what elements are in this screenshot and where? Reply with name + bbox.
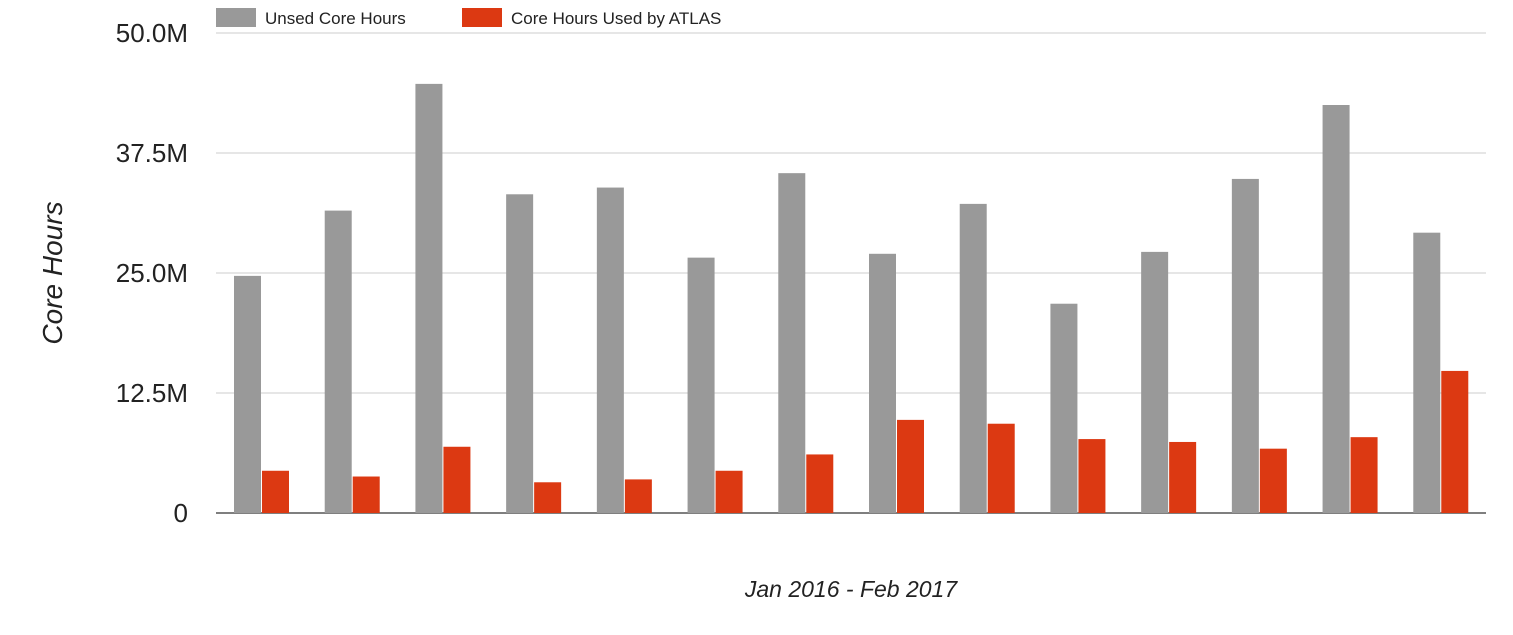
gridlines bbox=[216, 32, 1486, 514]
y-axis-ticks: 0 12.5M 25.0M 37.5M 50.0M bbox=[116, 18, 188, 528]
bar-unused-core-hours bbox=[234, 275, 261, 513]
bar-unused-core-hours bbox=[1050, 303, 1078, 513]
bar-atlas-core-hours bbox=[534, 482, 562, 513]
y-tick-label: 37.5M bbox=[116, 138, 188, 168]
bar-atlas-core-hours bbox=[624, 479, 652, 513]
bar-unused-core-hours bbox=[1231, 178, 1259, 514]
bar-atlas-core-hours bbox=[987, 423, 1015, 513]
bar-unused-core-hours bbox=[869, 253, 896, 514]
bar-atlas-core-hours bbox=[715, 470, 743, 513]
legend-label: Core Hours Used by ATLAS bbox=[511, 9, 721, 28]
bar-atlas-core-hours bbox=[443, 446, 471, 513]
legend-label: Unsed Core Hours bbox=[265, 9, 406, 28]
y-tick-label: 0 bbox=[174, 498, 188, 528]
bar-unused-core-hours bbox=[415, 83, 443, 513]
bar-atlas-core-hours bbox=[806, 454, 834, 513]
x-axis-title: Jan 2016 - Feb 2017 bbox=[744, 576, 958, 602]
bar-unused-core-hours bbox=[778, 173, 806, 513]
bar-atlas-core-hours bbox=[1350, 437, 1378, 513]
bar-unused-core-hours bbox=[596, 187, 624, 513]
bar-unused-core-hours bbox=[687, 257, 715, 513]
y-tick-label: 50.0M bbox=[116, 18, 188, 48]
bar-unused-core-hours bbox=[324, 210, 352, 513]
bars bbox=[234, 83, 1469, 514]
legend-swatch bbox=[216, 8, 256, 27]
legend: Unsed Core Hours Core Hours Used by ATLAS bbox=[216, 8, 721, 28]
bar-atlas-core-hours bbox=[352, 476, 380, 513]
bar-atlas-core-hours bbox=[1078, 439, 1106, 513]
y-axis-title: Core Hours bbox=[37, 201, 68, 344]
y-tick-label: 12.5M bbox=[116, 378, 188, 408]
bar-atlas-core-hours bbox=[1169, 441, 1197, 513]
bar-unused-core-hours bbox=[1322, 105, 1350, 513]
bar-unused-core-hours bbox=[506, 194, 534, 513]
bar-atlas-core-hours bbox=[1441, 370, 1469, 513]
bar-unused-core-hours bbox=[1141, 251, 1169, 513]
bar-atlas-core-hours bbox=[262, 470, 289, 513]
bar-unused-core-hours bbox=[1413, 232, 1441, 513]
bar-unused-core-hours bbox=[959, 203, 987, 513]
y-tick-label: 25.0M bbox=[116, 258, 188, 288]
bar-atlas-core-hours bbox=[897, 419, 924, 513]
legend-swatch bbox=[462, 8, 502, 27]
bar-atlas-core-hours bbox=[1259, 448, 1287, 513]
